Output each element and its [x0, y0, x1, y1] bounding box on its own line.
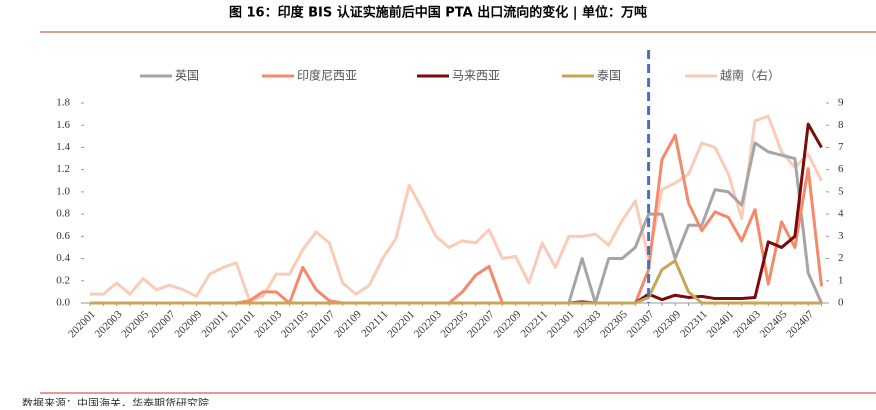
- y2-tick-label: 0: [838, 297, 844, 309]
- x-tick-label: 202207: [465, 308, 497, 340]
- legend-label: 马来西亚: [452, 69, 500, 83]
- y-tick-label: 0.8: [56, 208, 70, 220]
- x-tick-label: 202107: [305, 308, 337, 340]
- y2-tick-label: 9: [838, 97, 844, 109]
- x-tick-label: 202209: [492, 308, 524, 340]
- x-tick-label: 202011: [199, 308, 231, 340]
- x-tick-label: 202105: [279, 308, 311, 340]
- x-tick-label: 202211: [519, 308, 551, 340]
- legend-label: 越南（右）: [720, 68, 780, 83]
- x-tick-label: 202405: [758, 308, 790, 340]
- x-tick-label: 202001: [66, 308, 98, 340]
- y-tick-label: 1.8: [56, 97, 70, 109]
- x-tick-label: 202103: [252, 308, 284, 340]
- y-tick-label: 1.4: [56, 141, 70, 153]
- series-line: [90, 114, 823, 303]
- x-tick-label: 202005: [119, 308, 151, 340]
- y2-tick-label: 8: [838, 119, 844, 131]
- legend-label: 印度尼西亚: [297, 68, 357, 83]
- x-tick-label: 202305: [598, 308, 630, 340]
- y2-tick-label: 5: [838, 185, 844, 197]
- x-tick-label: 202403: [731, 308, 763, 340]
- series-line: [90, 122, 823, 305]
- y2-tick-label: 1: [838, 274, 844, 286]
- x-tick-label: 202205: [438, 308, 470, 340]
- y2-tick-label: 2: [838, 252, 844, 264]
- series-line: [90, 141, 823, 305]
- series-line: [90, 133, 823, 305]
- y2-tick-label: 3: [838, 230, 844, 242]
- source-note: 数据来源：中国海关，华泰期货研究院: [22, 396, 209, 406]
- x-tick-label: 202101: [226, 308, 258, 340]
- x-tick-label: 202401: [704, 308, 736, 340]
- x-tick-label: 202301: [545, 308, 577, 340]
- x-tick-label: 202009: [172, 308, 204, 340]
- x-tick-label: 202307: [625, 308, 657, 340]
- x-tick-label: 202007: [146, 308, 178, 340]
- x-tick-label: 202311: [678, 308, 710, 340]
- y-tick-label: 1.0: [56, 185, 70, 197]
- x-tick-label: 202109: [332, 308, 364, 340]
- series-line: [90, 259, 822, 305]
- x-tick-label: 202203: [412, 308, 444, 340]
- x-tick-label: 202201: [385, 308, 417, 340]
- chart-title: 图 16：印度 BIS 认证实施前后中国 PTA 出口流向的变化 | 单位：万吨: [229, 5, 647, 21]
- y-tick-label: 1.6: [56, 119, 70, 131]
- x-tick-label: 202407: [784, 308, 816, 340]
- y2-tick-label: 4: [838, 208, 844, 220]
- y2-tick-label: 6: [838, 163, 844, 175]
- x-tick-label: 202303: [571, 308, 603, 340]
- y2-tick-label: 7: [838, 141, 844, 153]
- y-tick-label: 0.4: [56, 252, 70, 264]
- legend-label: 泰国: [597, 69, 621, 83]
- legend-label: 英国: [175, 69, 199, 83]
- x-tick-label: 202003: [93, 308, 125, 340]
- y-tick-label: 0.2: [56, 274, 70, 286]
- y-tick-label: 1.2: [56, 163, 70, 175]
- y-tick-label: 0.0: [56, 297, 70, 309]
- y-tick-label: 0.6: [56, 230, 70, 242]
- x-tick-label: 202309: [651, 308, 683, 340]
- x-tick-label: 202111: [359, 308, 390, 339]
